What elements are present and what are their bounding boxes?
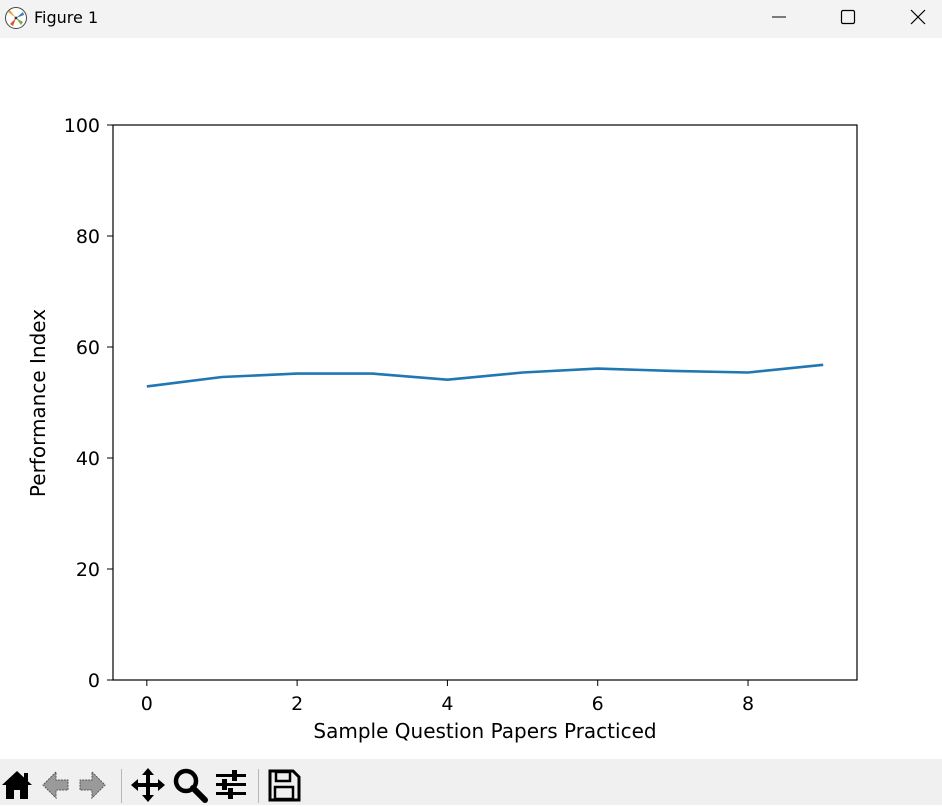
- y-tick-label: 20: [76, 559, 100, 581]
- figure-canvas[interactable]: 0 2 4 6 8 0 20 40 60 80 100 Sample Question Papers…: [0, 38, 942, 759]
- zoom-icon: [173, 768, 208, 803]
- forward-icon: [79, 770, 106, 800]
- toolbar-separator: [121, 769, 122, 803]
- window-title: Figure 1: [34, 8, 99, 27]
- save-button[interactable]: [266, 767, 302, 803]
- zoom-button[interactable]: [172, 767, 208, 803]
- back-button[interactable]: [38, 767, 74, 803]
- home-icon: [2, 771, 32, 799]
- forward-button[interactable]: [76, 767, 112, 803]
- home-button[interactable]: [0, 767, 36, 803]
- x-tick-label: 8: [742, 693, 754, 715]
- y-axis-label: Performance Index: [26, 309, 50, 497]
- matplotlib-icon: [5, 7, 27, 29]
- y-tick-label: 40: [76, 448, 100, 470]
- configure-subplots-button[interactable]: [214, 767, 250, 803]
- pan-button[interactable]: [130, 767, 166, 803]
- save-icon: [268, 769, 301, 802]
- y-tick-label: 80: [76, 226, 100, 248]
- navigation-toolbar: [0, 759, 942, 805]
- back-icon: [42, 770, 69, 800]
- title-bar: Figure 1: [0, 0, 942, 38]
- toolbar-separator: [258, 769, 259, 803]
- series-line: [146, 363, 824, 388]
- x-tick-label: 4: [441, 693, 453, 715]
- maximize-icon: [840, 9, 856, 25]
- y-tick-label: 60: [76, 337, 100, 359]
- configure-subplots-icon: [216, 770, 246, 799]
- close-icon: [910, 9, 926, 25]
- y-tick-label: 100: [64, 115, 100, 137]
- minimize-button[interactable]: [756, 0, 802, 34]
- minimize-icon: [772, 16, 786, 18]
- close-button[interactable]: [895, 0, 941, 34]
- axes-frame: [112, 124, 858, 681]
- x-tick-label: 0: [141, 693, 153, 715]
- x-tick-label: 2: [291, 693, 303, 715]
- y-tick-label: 0: [88, 670, 100, 692]
- plot-area: [113, 125, 857, 680]
- x-tick-label: 6: [592, 693, 604, 715]
- pan-icon: [131, 768, 165, 802]
- maximize-button[interactable]: [825, 0, 871, 34]
- x-axis-label: Sample Question Papers Practiced: [313, 719, 656, 743]
